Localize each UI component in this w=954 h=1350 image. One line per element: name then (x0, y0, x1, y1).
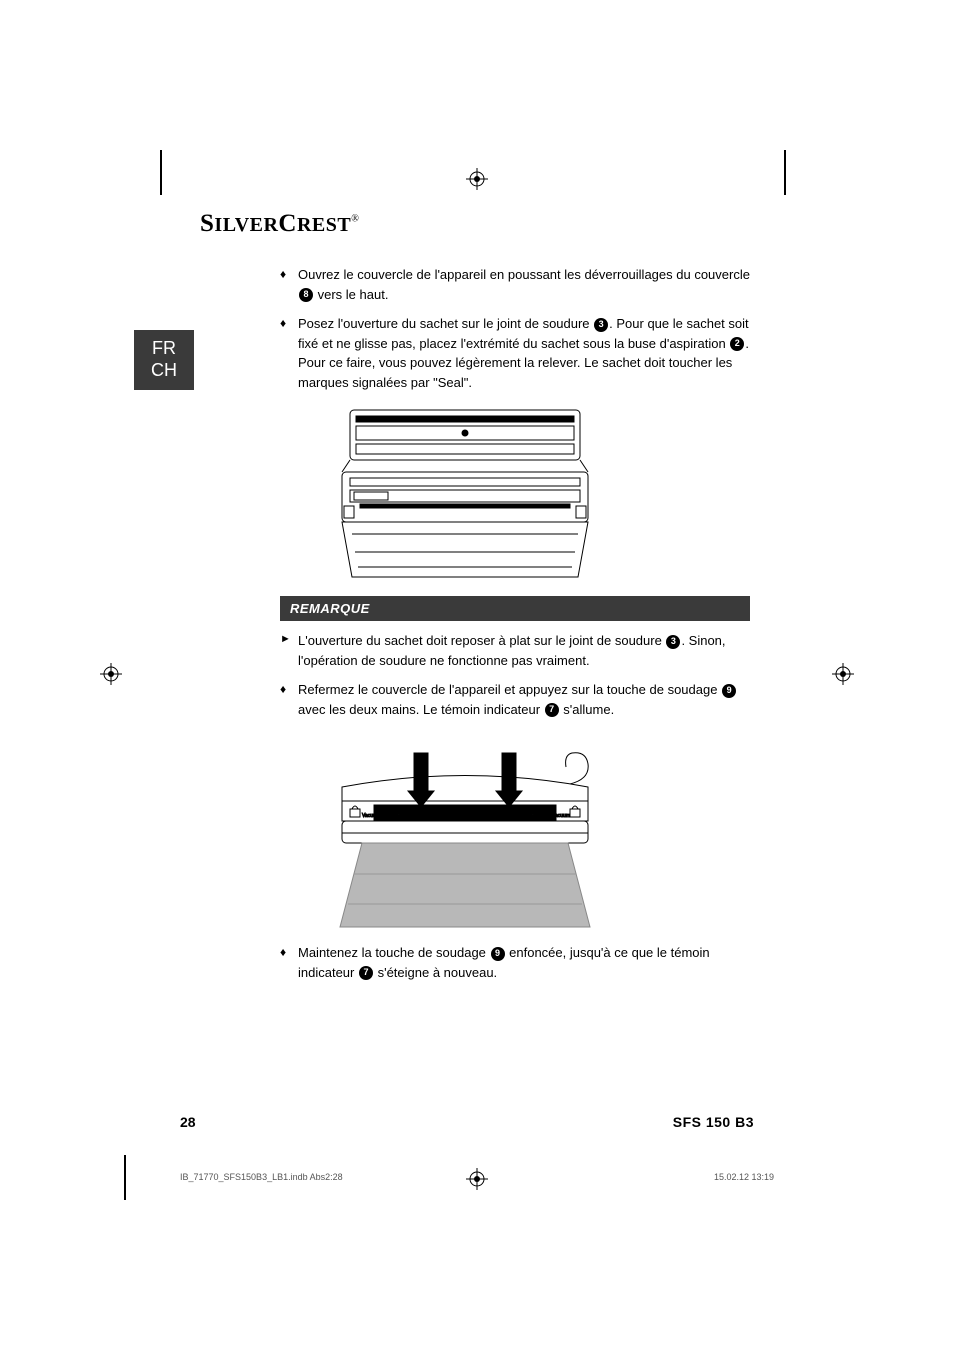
ref-circle-icon: 8 (299, 288, 313, 302)
diamond-bullet-icon: ♦ (280, 943, 298, 982)
instruction-text: Maintenez la touche de soudage 9 enfoncé… (298, 943, 750, 982)
ref-circle-icon: 3 (594, 318, 608, 332)
page-footer: 28 SFS 150 B3 (180, 1114, 754, 1130)
model-number: SFS 150 B3 (673, 1114, 754, 1130)
crop-mark (124, 1155, 126, 1200)
instruction-step: ♦ Posez l'ouverture du sachet sur le joi… (280, 314, 750, 392)
instruction-step: ♦ Maintenez la touche de soudage 9 enfon… (280, 943, 750, 982)
instruction-text: L'ouverture du sachet doit reposer à pla… (298, 631, 750, 670)
ref-circle-icon: 7 (545, 703, 559, 717)
page-number: 28 (180, 1114, 196, 1130)
svg-text:Seal: Seal (392, 812, 402, 818)
instruction-text: Posez l'ouverture du sachet sur le joint… (298, 314, 750, 392)
print-metadata: IB_71770_SFS150B3_LB1.indb Abs2:28 15.02… (180, 1172, 774, 1182)
registration-mark-icon (100, 663, 122, 685)
instruction-text: Ouvrez le couvercle de l'appareil en pou… (298, 265, 750, 304)
crop-mark (160, 150, 162, 195)
language-tab: FR CH (134, 330, 194, 390)
ref-circle-icon: 3 (666, 635, 680, 649)
device-open-figure (330, 402, 600, 582)
content-area: ♦ Ouvrez le couvercle de l'appareil en p… (280, 265, 750, 992)
print-timestamp: 15.02.12 13:19 (714, 1172, 774, 1182)
ref-circle-icon: 2 (730, 337, 744, 351)
ref-circle-icon: 7 (359, 966, 373, 980)
brand-logo: SILVERCREST® (200, 210, 359, 238)
diamond-bullet-icon: ♦ (280, 680, 298, 719)
registration-mark-icon (466, 168, 488, 190)
remark-text: ► L'ouverture du sachet doit reposer à p… (280, 631, 750, 670)
registration-mark-icon (832, 663, 854, 685)
print-filename: IB_71770_SFS150B3_LB1.indb Abs2:28 (180, 1172, 343, 1182)
ref-circle-icon: 9 (722, 684, 736, 698)
ref-circle-icon: 9 (491, 947, 505, 961)
device-press-figure: Vacuum Vacuum Seal Seal (320, 729, 610, 929)
diamond-bullet-icon: ♦ (280, 265, 298, 304)
diamond-bullet-icon: ♦ (280, 314, 298, 392)
lang-ch: CH (134, 360, 194, 382)
remark-heading: REMARQUE (280, 596, 750, 621)
instruction-step: ♦ Ouvrez le couvercle de l'appareil en p… (280, 265, 750, 304)
lang-fr: FR (134, 338, 194, 360)
arrow-bullet-icon: ► (280, 631, 298, 670)
svg-text:Seal: Seal (526, 812, 536, 818)
instruction-text: Refermez le couvercle de l'appareil et a… (298, 680, 750, 719)
crop-mark (784, 150, 786, 195)
registered-icon: ® (351, 214, 359, 225)
instruction-step: ♦ Refermez le couvercle de l'appareil et… (280, 680, 750, 719)
